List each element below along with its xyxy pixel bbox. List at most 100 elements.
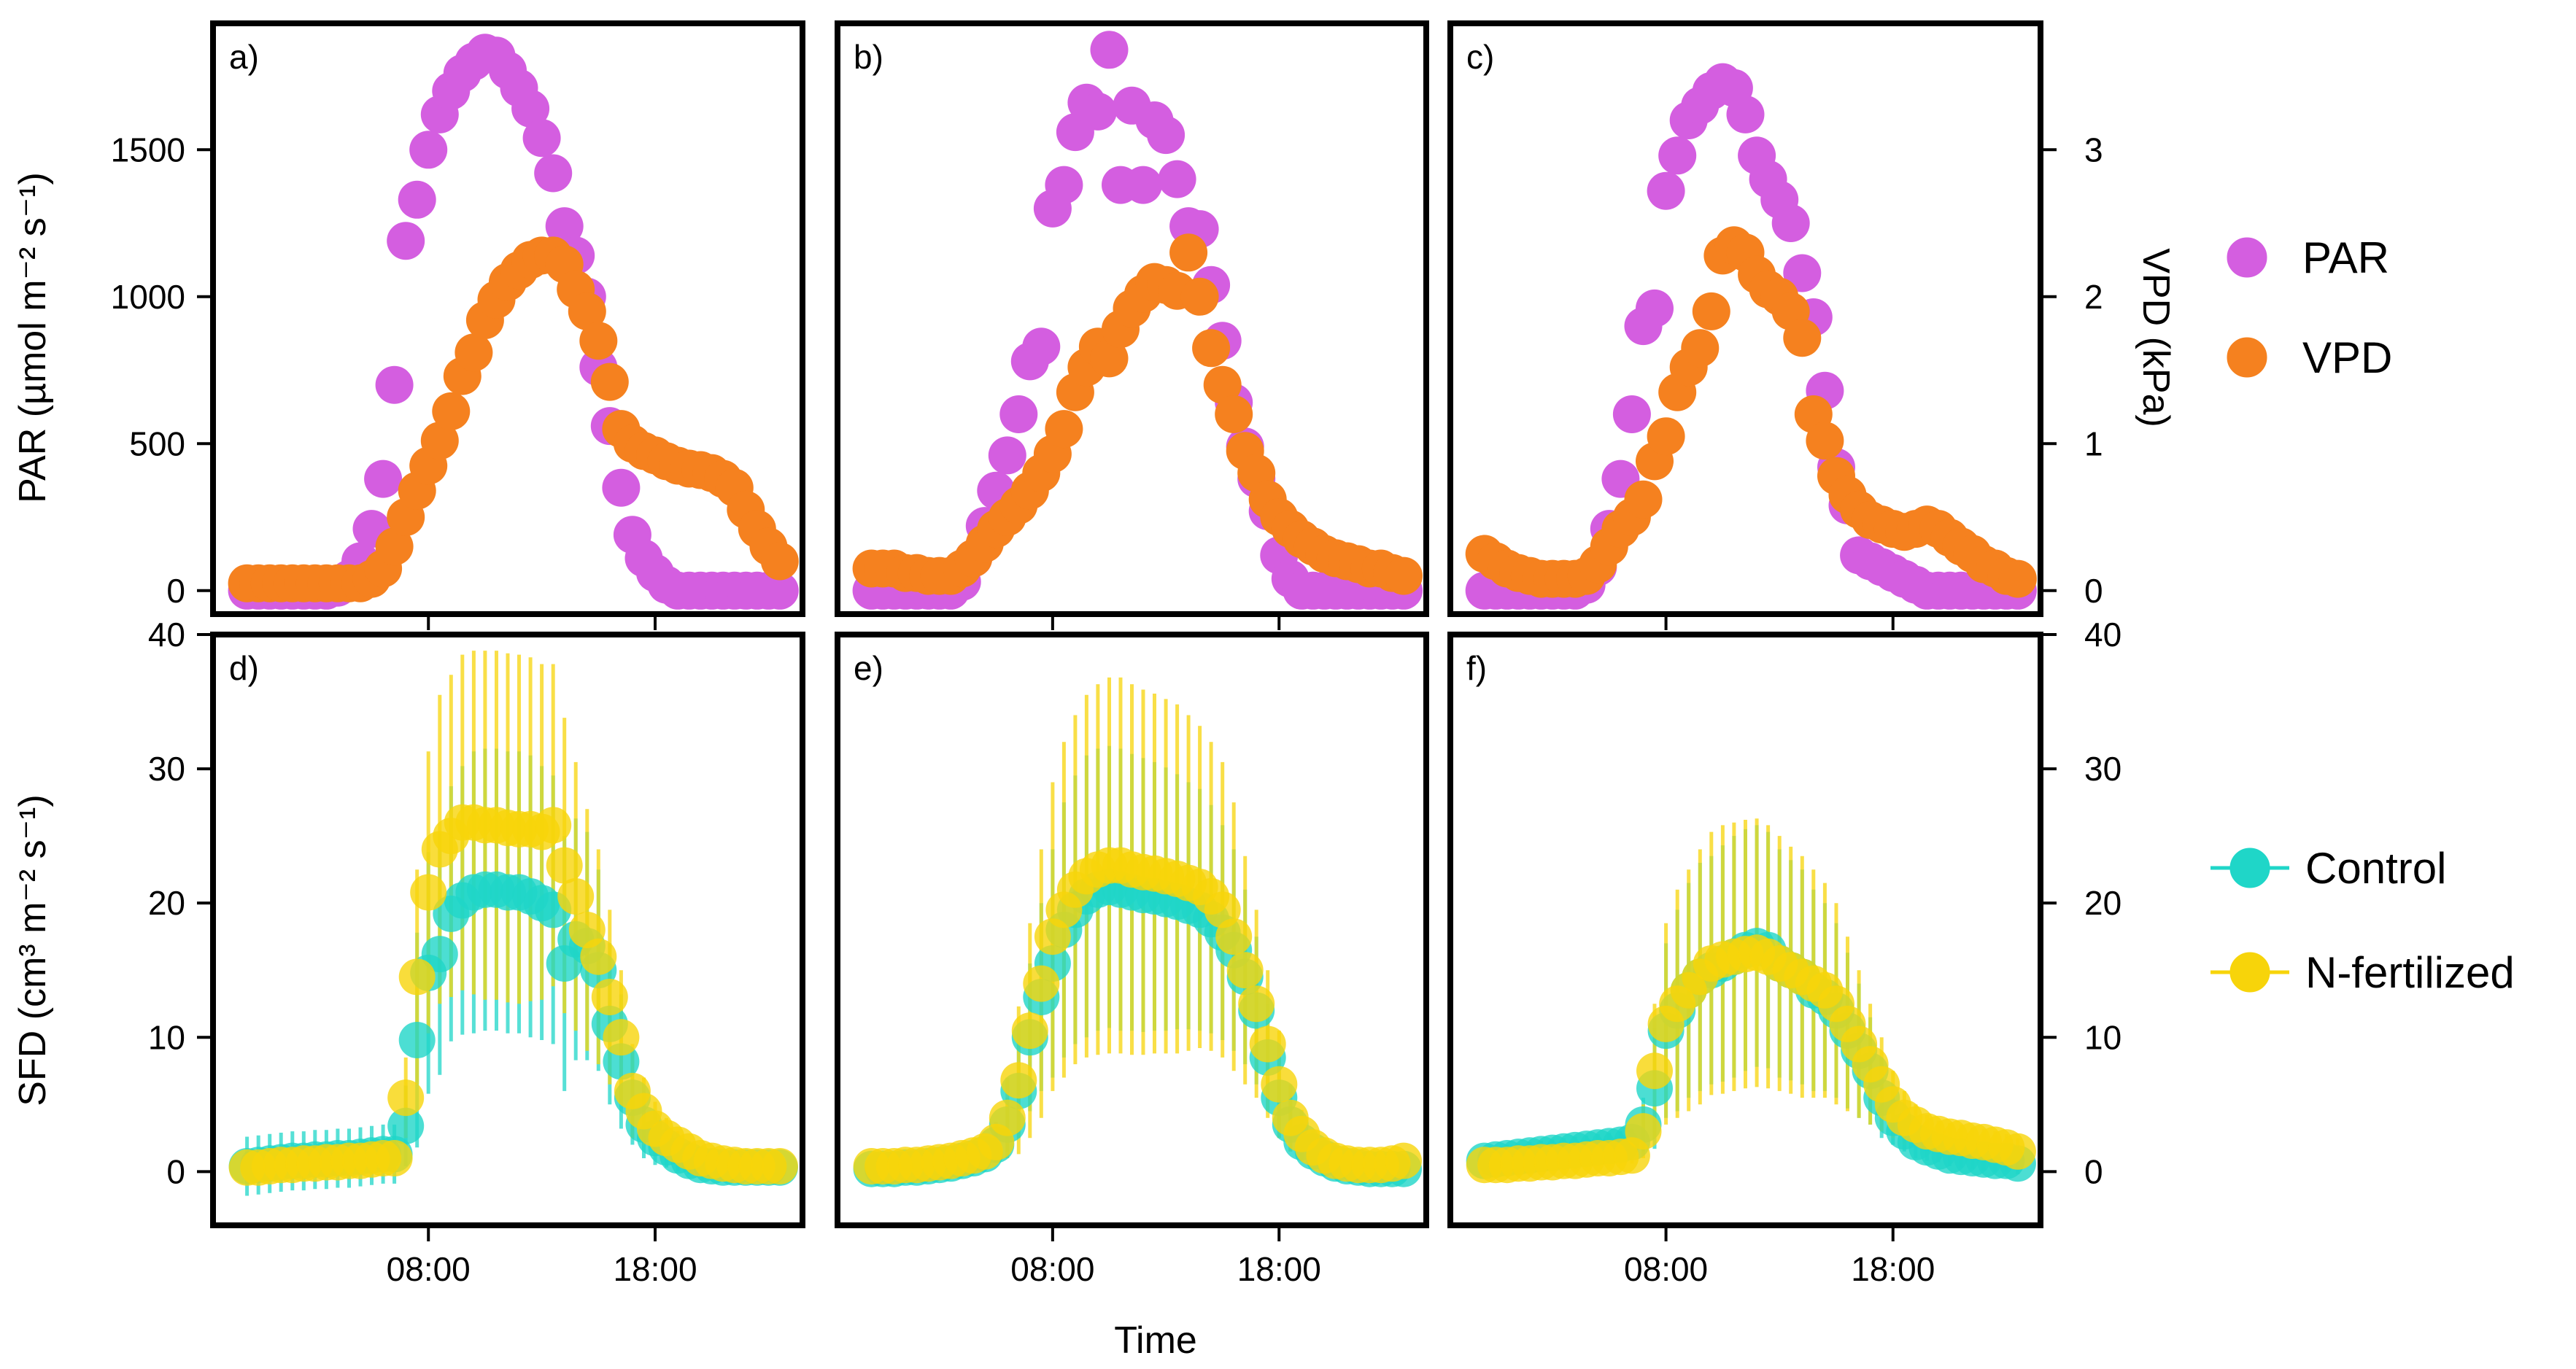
- par-point: [1771, 204, 1810, 242]
- par-point: [1783, 254, 1822, 292]
- par-point: [760, 571, 799, 610]
- nfert-point: [1999, 1133, 2036, 1170]
- nfert-point: [603, 1019, 640, 1056]
- legend-control-label: Control: [2305, 844, 2446, 893]
- right-axis-title-vpd: VPD (kPa): [2135, 248, 2177, 427]
- plot-area: [853, 677, 1422, 1187]
- x-tick-label: 08:00: [1010, 1250, 1094, 1288]
- panel-d: d): [210, 632, 805, 1228]
- axes-layer: 08:00 18:00 08:00 18:00 08:00 18:000500100015…: [111, 131, 2122, 1288]
- vpd-point: [1180, 277, 1219, 316]
- panel-a: a): [210, 20, 805, 617]
- y2-tick-label: 1: [2084, 424, 2103, 462]
- par-point: [387, 222, 425, 260]
- panel-frame: [835, 632, 1429, 1228]
- par-point: [1658, 136, 1697, 175]
- legend-vpd-marker: [2227, 337, 2267, 378]
- nfert-point: [387, 1079, 425, 1117]
- y2-tick-label: 0: [2084, 1152, 2103, 1190]
- panel-label: b): [854, 38, 883, 76]
- vpd-point: [375, 527, 414, 566]
- par-point: [375, 365, 414, 404]
- nfert-point: [1385, 1142, 1422, 1179]
- vpd-point: [455, 333, 493, 372]
- x-tick-label: 18:00: [613, 1250, 697, 1288]
- vpd-point: [1169, 233, 1208, 272]
- y-tick-label: 30: [148, 750, 185, 788]
- par-point: [1078, 92, 1117, 131]
- y2-tick-label: 10: [2084, 1018, 2121, 1056]
- panel-label: e): [854, 649, 883, 687]
- panel-frame: [1447, 20, 2043, 617]
- nfert-point: [1000, 1062, 1037, 1099]
- y-tick-label: 20: [148, 884, 185, 922]
- vpd-point: [1203, 365, 1242, 404]
- nfert-point: [1261, 1066, 1298, 1103]
- left-axis-title-sfd: SFD (cm³ m⁻² s⁻¹): [12, 794, 54, 1106]
- legend-vpd-label: VPD: [2302, 333, 2392, 382]
- panel-f: f): [1447, 632, 2043, 1228]
- y2-tick-label: 2: [2084, 278, 2103, 316]
- vpd-point: [590, 362, 629, 401]
- nfert-point: [376, 1140, 413, 1176]
- par-point: [1147, 116, 1185, 155]
- nfert-point: [535, 807, 572, 844]
- panels-layer: a) b) c) d) e) f): [210, 20, 2043, 1228]
- legend-par-label: PAR: [2302, 233, 2389, 282]
- legend-nfert-marker: [2229, 952, 2270, 993]
- vpd-point: [1647, 417, 1685, 456]
- x-tick-label: 08:00: [1624, 1250, 1708, 1288]
- vpd-point: [1215, 395, 1253, 433]
- y-tick-label: 10: [148, 1018, 185, 1056]
- legend-bottom: Control N-fertilized: [2211, 844, 2515, 997]
- par-point: [1636, 289, 1674, 327]
- par-point: [1612, 395, 1651, 433]
- par-point: [1726, 95, 1765, 133]
- y2-tick-label: 30: [2084, 750, 2121, 788]
- plot-area: [1465, 63, 2037, 610]
- par-point: [988, 436, 1026, 475]
- y-tick-label: 1500: [111, 131, 185, 168]
- panel-b: b): [835, 20, 1429, 617]
- vpd-point: [1998, 559, 2037, 598]
- nfert-point: [580, 938, 617, 975]
- nfert-point: [1023, 965, 1060, 1002]
- par-point: [522, 119, 561, 158]
- x-tick-label: 18:00: [1851, 1250, 1935, 1288]
- par-point: [511, 89, 550, 128]
- nfert-point: [1249, 1025, 1286, 1063]
- par-point: [534, 154, 573, 193]
- panel-e: e): [835, 632, 1429, 1228]
- panel-frame: [1447, 632, 2043, 1228]
- par-point: [409, 131, 448, 169]
- panel-label: a): [229, 38, 259, 76]
- nfert-point: [410, 874, 447, 911]
- plot-area: [228, 651, 798, 1196]
- plot-area: [852, 31, 1423, 610]
- vpd-point: [1385, 556, 1423, 595]
- x-axis-title: Time: [1114, 1319, 1197, 1362]
- panel-c: c): [1447, 20, 2043, 617]
- panel-frame: [210, 632, 805, 1228]
- y2-tick-label: 3: [2084, 131, 2103, 168]
- y-tick-label: 1000: [111, 278, 185, 316]
- panel-frame: [835, 20, 1429, 617]
- y-tick-label: 500: [129, 424, 185, 462]
- nfert-point: [1226, 952, 1264, 989]
- panel-label: c): [1466, 38, 1494, 76]
- left-axis-title-par: PAR (µmol m⁻² s⁻¹): [12, 172, 54, 503]
- vpd-point: [1806, 422, 1844, 460]
- legend-nfert-label: N-fertilized: [2305, 948, 2515, 997]
- plot-area: [1466, 818, 2036, 1184]
- nfert-point: [1625, 1113, 1662, 1150]
- nfert-point: [546, 847, 583, 884]
- plot-area: [228, 34, 799, 610]
- nfert-point: [1011, 1012, 1048, 1050]
- nfert-point: [557, 878, 595, 915]
- par-point: [1124, 166, 1162, 204]
- control-point: [398, 1022, 436, 1058]
- par-point: [1158, 160, 1196, 198]
- x-tick-label: 08:00: [387, 1250, 471, 1288]
- vpd-point: [1692, 292, 1730, 330]
